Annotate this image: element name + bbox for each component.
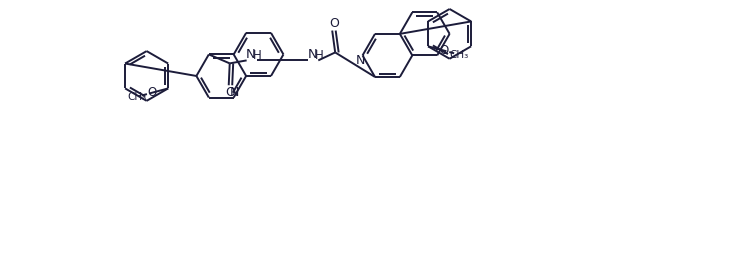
Text: H: H [253,49,262,62]
Text: N: N [308,48,317,61]
Text: CH₃: CH₃ [450,50,469,60]
Text: O: O [225,86,235,99]
Text: CH₃: CH₃ [128,92,147,102]
Text: O: O [440,44,449,57]
Text: N: N [356,54,366,67]
Text: O: O [328,17,339,30]
Text: H: H [315,49,324,62]
Text: N: N [246,48,256,61]
Text: N: N [230,86,239,99]
Text: O: O [147,86,156,99]
